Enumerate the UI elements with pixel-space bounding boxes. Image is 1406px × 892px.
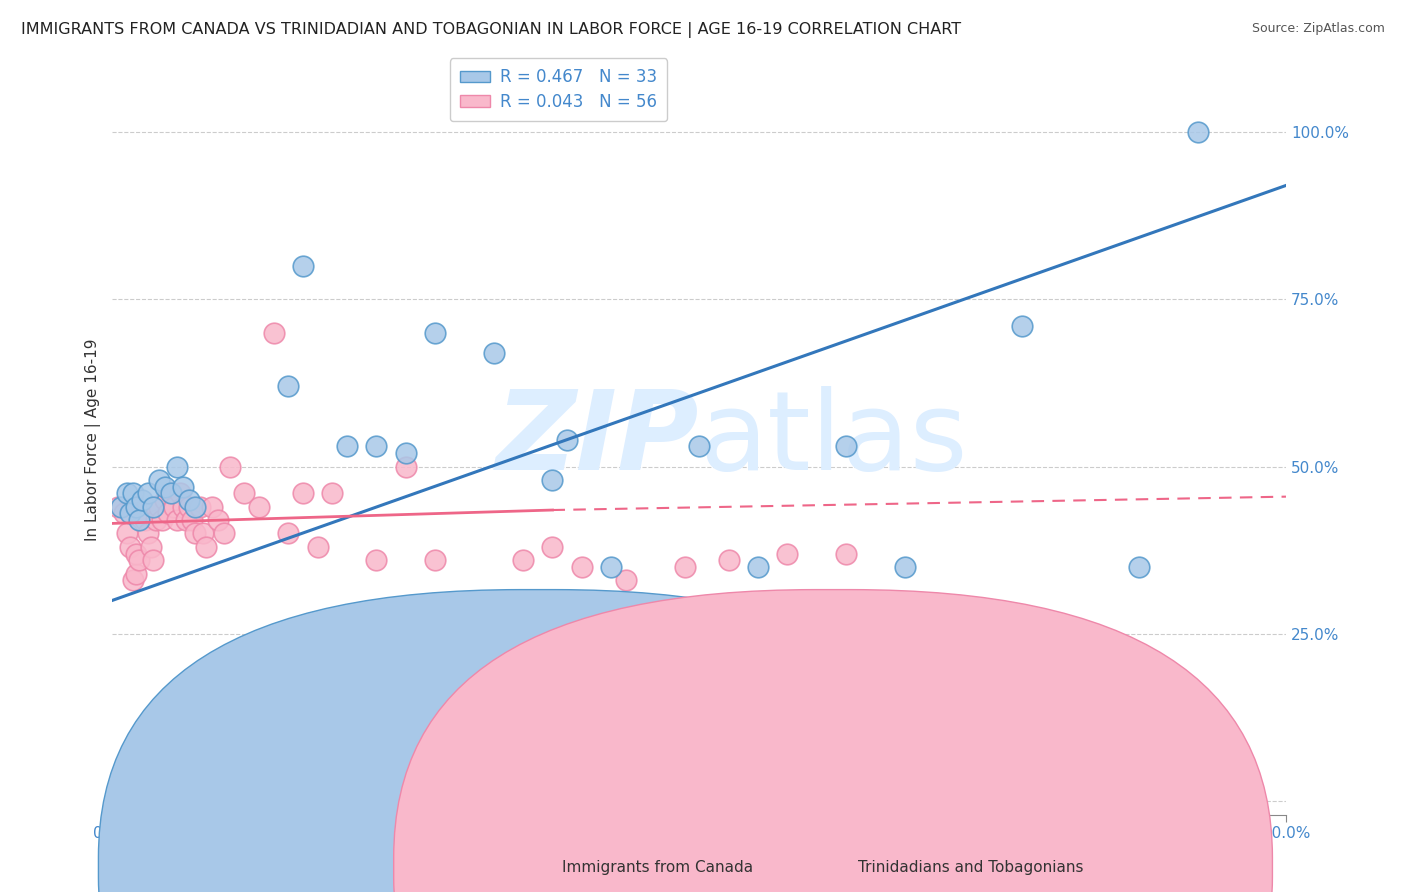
Point [118, 507, 141, 521]
Point [247, 500, 270, 514]
Point [125, 500, 148, 514]
Point [541, 540, 564, 554]
Point [321, 486, 343, 500]
Point [177, 493, 200, 508]
Point [212, 526, 235, 541]
Point [169, 486, 191, 500]
Point [423, 326, 446, 340]
Point [614, 574, 637, 588]
Point [555, 433, 578, 447]
Point [150, 513, 173, 527]
Point [879, 607, 901, 621]
Point [922, 660, 945, 674]
Point [207, 513, 229, 527]
Point [195, 540, 218, 554]
Point [160, 486, 183, 500]
Point [233, 486, 256, 500]
Point [366, 553, 388, 567]
Text: Trinidadians and Tobagonians: Trinidadians and Tobagonians [858, 860, 1083, 874]
Point [307, 540, 329, 554]
Point [118, 540, 141, 554]
Point [115, 526, 138, 541]
Point [122, 574, 145, 588]
Point [110, 500, 132, 514]
Text: IMMIGRANTS FROM CANADA VS TRINIDADIAN AND TOBAGONIAN IN LABOR FORCE | AGE 16-19 : IMMIGRANTS FROM CANADA VS TRINIDADIAN AN… [21, 22, 962, 38]
Point [145, 500, 167, 514]
Point [1128, 560, 1150, 574]
Point [423, 553, 446, 567]
Point [395, 446, 418, 460]
Point [155, 480, 177, 494]
Point [218, 459, 240, 474]
Point [395, 459, 418, 474]
Point [128, 513, 150, 527]
Point [136, 526, 159, 541]
Point [835, 547, 858, 561]
Text: atlas: atlas [699, 386, 967, 493]
Point [155, 493, 177, 508]
Point [893, 560, 915, 574]
Point [688, 440, 710, 454]
Point [172, 480, 194, 494]
Point [183, 526, 205, 541]
Point [482, 345, 505, 359]
Point [1011, 633, 1033, 648]
Point [122, 486, 145, 500]
Point [112, 507, 135, 521]
Point [1187, 125, 1209, 139]
Point [717, 553, 740, 567]
Point [183, 500, 205, 514]
Point [134, 513, 156, 527]
Point [136, 486, 159, 500]
Point [148, 500, 170, 514]
Point [107, 500, 129, 514]
Point [148, 473, 170, 487]
Point [292, 259, 315, 273]
Point [142, 553, 165, 567]
Point [366, 440, 388, 454]
Point [512, 553, 534, 567]
Point [128, 553, 150, 567]
Text: ZIP: ZIP [496, 386, 699, 493]
Point [193, 526, 215, 541]
Point [172, 500, 194, 514]
Legend: R = 0.467   N = 33, R = 0.043   N = 56: R = 0.467 N = 33, R = 0.043 N = 56 [450, 58, 666, 121]
Point [190, 500, 212, 514]
Point [139, 540, 162, 554]
Point [747, 560, 769, 574]
Point [166, 513, 188, 527]
Point [125, 547, 148, 561]
Point [125, 566, 148, 581]
Point [157, 507, 180, 521]
Point [541, 473, 564, 487]
Point [115, 486, 138, 500]
Point [277, 526, 299, 541]
Point [277, 379, 299, 393]
Point [600, 560, 623, 574]
Point [292, 486, 315, 500]
Point [160, 486, 183, 500]
Point [166, 459, 188, 474]
Point [776, 547, 799, 561]
Point [163, 500, 186, 514]
Point [263, 326, 285, 340]
Point [145, 513, 167, 527]
Text: Source: ZipAtlas.com: Source: ZipAtlas.com [1251, 22, 1385, 36]
Point [835, 440, 858, 454]
Point [131, 507, 153, 521]
Y-axis label: In Labor Force | Age 16-19: In Labor Force | Age 16-19 [86, 338, 101, 541]
Text: Immigrants from Canada: Immigrants from Canada [562, 860, 754, 874]
Point [174, 513, 197, 527]
Point [177, 500, 200, 514]
Point [1011, 318, 1033, 333]
Point [571, 560, 593, 574]
Point [673, 560, 696, 574]
Point [131, 493, 153, 508]
Point [180, 513, 202, 527]
Point [336, 440, 359, 454]
Point [142, 500, 165, 514]
Point [201, 500, 224, 514]
